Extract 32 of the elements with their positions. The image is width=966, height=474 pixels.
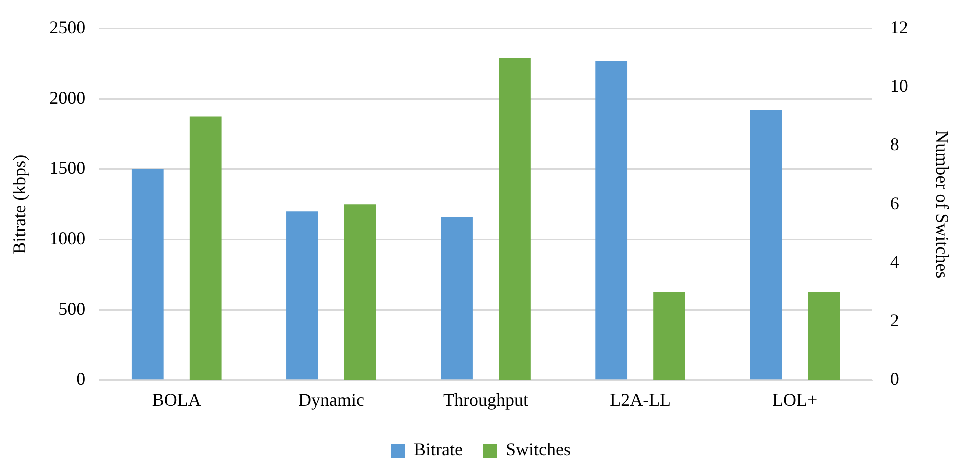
y-tick-label: 2500	[50, 18, 86, 38]
y-tick-label: 1000	[50, 228, 86, 248]
x-tick-label: L2A-LL	[610, 390, 672, 410]
y2-tick-label: 4	[890, 252, 900, 272]
y-tick-label: 2000	[50, 88, 86, 108]
bar	[596, 61, 628, 380]
y-tick-label: 0	[76, 369, 86, 390]
x-tick-label: Dynamic	[298, 390, 364, 410]
bar	[808, 292, 840, 380]
y2-tick-label: 12	[890, 18, 908, 38]
y2-tick-label: 2	[890, 310, 900, 331]
y2-tick-label: 0	[890, 369, 900, 390]
y-axis-title: Bitrate (kbps)	[10, 154, 30, 254]
bar	[654, 292, 686, 380]
y2-tick-label: 8	[890, 134, 900, 155]
y-tick-label: 1500	[50, 158, 86, 178]
y2-tick-label: 6	[890, 193, 900, 214]
bar	[132, 169, 164, 380]
legend-label: Switches	[506, 440, 571, 460]
x-tick-label: LOL+	[772, 390, 818, 410]
x-tick-label: Throughput	[444, 390, 528, 410]
y2-axis-title: Number of Switches	[932, 130, 952, 279]
y2-tick-label: 10	[890, 76, 908, 96]
x-tick-label: BOLA	[152, 390, 202, 410]
legend-label: Bitrate	[414, 440, 464, 460]
bar	[499, 58, 531, 380]
bar	[441, 217, 473, 380]
bar	[750, 110, 782, 380]
bar	[286, 212, 318, 380]
y-tick-label: 500	[58, 298, 86, 319]
bar	[344, 204, 376, 380]
bar	[190, 116, 222, 380]
